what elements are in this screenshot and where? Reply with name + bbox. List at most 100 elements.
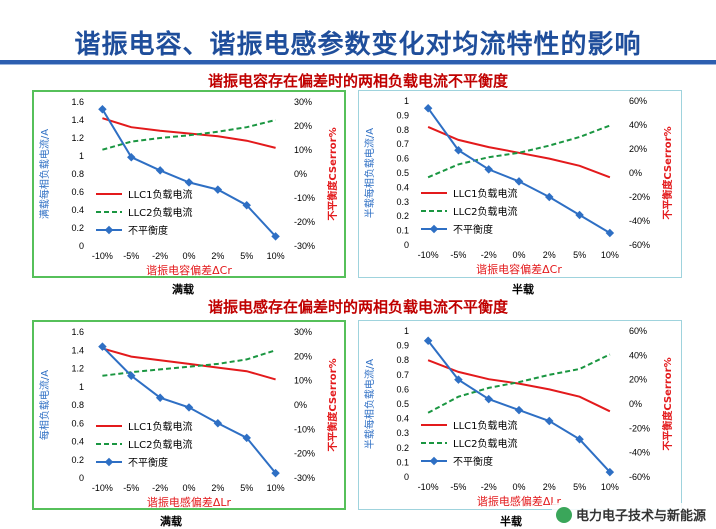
x-tick-label: 5% (240, 483, 253, 493)
left-tick-label: 0.8 (71, 169, 84, 179)
x-axis-label: 谐振电感偏差ΔLr (147, 495, 232, 509)
chart-inductor-full-load: 0 0.2 0.4 0.6 0.8 1 1.2 1.4 1.6 -30% -20% -10% 0% 10%… (38, 327, 339, 509)
caption-half-load-2: 半载 (500, 515, 522, 528)
imbalance-point (98, 104, 107, 114)
imbalance-point (545, 416, 554, 426)
imbalance-point (127, 371, 136, 381)
title-rule (0, 60, 716, 64)
legend-label-0: LLC1负载电流 (128, 420, 193, 433)
series-line-0 (102, 117, 276, 149)
y-axis-label-right: 不平衡度CSerror% (661, 126, 674, 219)
left-tick-label: 0 (404, 240, 409, 250)
series-line-0 (427, 125, 611, 179)
left-tick-label: 0 (79, 473, 84, 483)
left-tick-label: 0.4 (396, 414, 409, 424)
left-tick-label: 0.1 (396, 226, 409, 236)
left-tick-label: 0.7 (396, 370, 409, 380)
right-tick-label: 40% (629, 120, 647, 130)
wechat-icon (555, 506, 572, 523)
y-axis-label-right: 不平衡度CSerror% (661, 357, 674, 450)
legend-label-1: LLC2负载电流 (453, 437, 518, 450)
imbalance-point (127, 152, 136, 162)
left-tick-label: 0.8 (396, 355, 409, 365)
imbalance-point (514, 177, 524, 186)
imbalance-point (605, 228, 615, 238)
x-axis-label: 谐振电感偏差ΔLr (477, 494, 562, 508)
legend-label-0: LLC1负载电流 (453, 419, 518, 432)
left-tick-label: 0.6 (71, 187, 84, 197)
legend-label-1: LLC2负载电流 (128, 206, 193, 219)
x-tick-label: -10% (418, 482, 439, 492)
imbalance-point (184, 403, 194, 412)
right-tick-label: -20% (294, 217, 315, 227)
right-tick-label: 30% (294, 327, 312, 337)
imbalance-point (242, 200, 251, 210)
right-tick-label: 0% (294, 400, 307, 410)
watermark: 电力电子技术与新能源 (551, 503, 710, 526)
x-tick-label: 0% (512, 250, 525, 260)
chart-panel-capacitor-half-load: 0 0.1 0.2 0.3 0.4 0.5 0.6 0.7 0.8 0.9 1 -60% -40% -20… (358, 90, 682, 278)
x-tick-label: -2% (152, 483, 168, 493)
x-tick-label: 10% (267, 251, 285, 261)
left-tick-label: 0 (79, 241, 84, 251)
x-tick-label: 0% (182, 483, 195, 493)
left-tick-label: 0.2 (396, 443, 409, 453)
caption-full-load-1: 满载 (172, 283, 194, 296)
legend-label-1: LLC2负载电流 (128, 438, 193, 451)
imbalance-point (155, 393, 165, 402)
left-tick-label: 1.2 (71, 133, 84, 143)
legend-marker (429, 224, 439, 234)
right-tick-label: -30% (294, 241, 315, 251)
left-tick-label: 0.2 (71, 455, 84, 465)
right-tick-label: -60% (629, 240, 650, 250)
chart-panel-capacitor-full-load: 0 0.2 0.4 0.6 0.8 1 1.2 1.4 1.6 -30% -20% -10% 0% 10%… (32, 90, 346, 278)
x-tick-label: 2% (211, 483, 224, 493)
right-tick-label: 20% (294, 351, 312, 361)
caption-half-load-1: 半载 (512, 283, 534, 296)
left-tick-label: 1 (404, 326, 409, 336)
left-tick-label: 0.4 (71, 437, 84, 447)
left-tick-label: 1.6 (71, 97, 84, 107)
y-axis-label-left: 半载每相负载电流/A (363, 128, 376, 218)
left-tick-label: 0.5 (396, 168, 409, 178)
left-tick-label: 1.4 (71, 115, 84, 125)
x-tick-label: 5% (573, 250, 586, 260)
series-line-1 (102, 349, 276, 377)
imbalance-point (184, 178, 194, 187)
left-tick-label: 0.2 (396, 211, 409, 221)
imbalance-point (271, 232, 280, 241)
imbalance-point (514, 405, 524, 415)
left-tick-label: 0.3 (396, 428, 409, 438)
x-tick-label: 10% (601, 482, 619, 492)
left-tick-label: 0.5 (396, 399, 409, 409)
x-tick-label: 2% (211, 251, 224, 261)
x-tick-label: 0% (182, 251, 195, 261)
right-tick-label: 30% (294, 97, 312, 107)
left-tick-label: 1 (404, 96, 409, 106)
series-line-0 (102, 347, 276, 381)
left-tick-label: 1.4 (71, 345, 84, 355)
right-tick-label: 0% (294, 169, 307, 179)
left-tick-label: 0.7 (396, 139, 409, 149)
x-tick-label: -10% (92, 483, 113, 493)
chart-inductor-half-load: 0 0.1 0.2 0.3 0.4 0.5 0.6 0.7 0.8 0.9 1 -60% -40% -20… (363, 326, 674, 508)
left-tick-label: 0.4 (71, 205, 84, 215)
right-tick-label: 20% (629, 375, 647, 385)
left-tick-label: 0.4 (396, 182, 409, 192)
legend-label-1: LLC2负载电流 (453, 205, 518, 218)
right-tick-label: 20% (294, 121, 312, 131)
caption-full-load-2: 满载 (160, 515, 182, 528)
right-tick-label: -40% (629, 216, 650, 226)
right-tick-label: 0% (629, 399, 642, 409)
right-tick-label: 60% (629, 326, 647, 336)
right-tick-label: 10% (294, 376, 312, 386)
left-tick-label: 1.6 (71, 327, 84, 337)
title-rule-accent (0, 64, 716, 65)
x-tick-label: 10% (267, 483, 285, 493)
right-tick-label: 20% (629, 144, 647, 154)
right-tick-label: 40% (629, 350, 647, 360)
legend-label-0: LLC1负载电流 (453, 187, 518, 200)
legend-marker (104, 225, 114, 235)
left-tick-label: 0.6 (396, 154, 409, 164)
imbalance-point (213, 185, 223, 194)
